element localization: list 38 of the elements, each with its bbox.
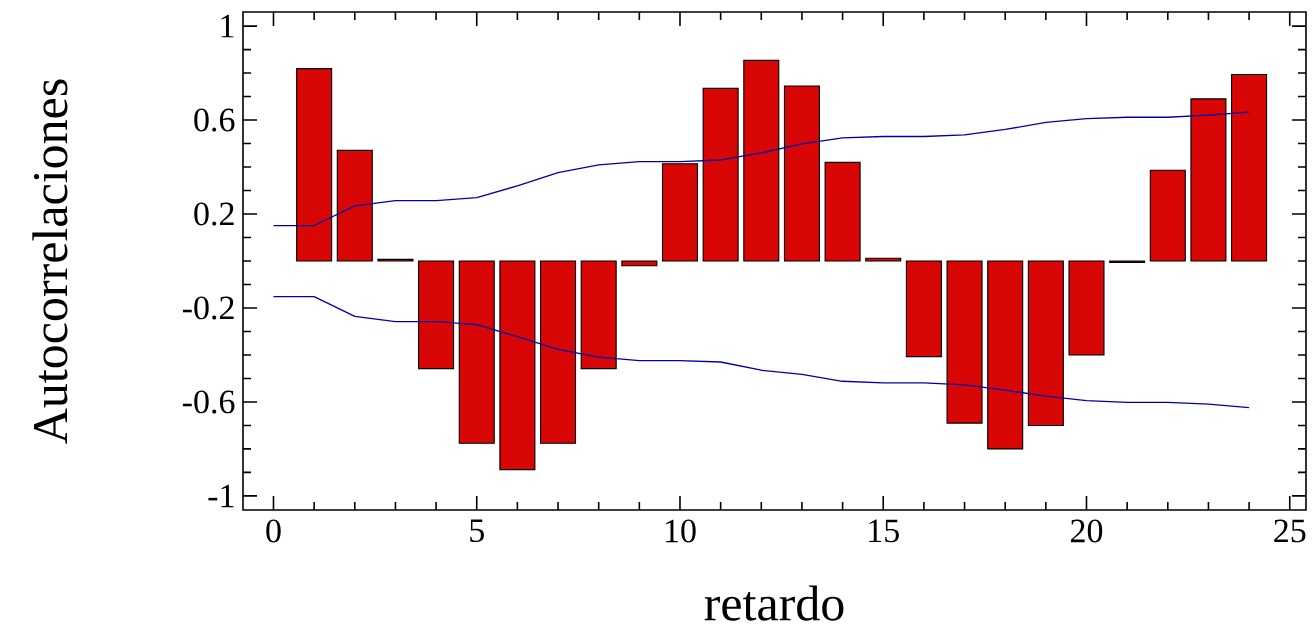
bar bbox=[987, 260, 1024, 450]
x-tick-label: 0 bbox=[266, 519, 281, 543]
bar bbox=[824, 161, 861, 262]
bar bbox=[783, 85, 820, 262]
y-tick-label: 0.2 bbox=[194, 202, 234, 226]
bar bbox=[743, 59, 780, 262]
bar bbox=[1027, 260, 1064, 426]
bar bbox=[661, 163, 699, 262]
bar bbox=[296, 68, 333, 262]
y-tick-label: -0.6 bbox=[182, 390, 235, 414]
bar bbox=[702, 87, 739, 262]
bar bbox=[1231, 73, 1268, 262]
y-tick-label: 1 bbox=[221, 14, 234, 38]
y-axis-title: Autocorrelaciones bbox=[32, 79, 68, 444]
bar bbox=[499, 260, 536, 471]
line-series bbox=[272, 296, 1250, 409]
bar bbox=[621, 260, 658, 267]
bar bbox=[336, 149, 373, 262]
y-tick-label: 0.6 bbox=[194, 108, 235, 132]
bar bbox=[946, 260, 983, 424]
x-tick-label: 20 bbox=[1070, 519, 1103, 543]
x-tick-label: 25 bbox=[1274, 519, 1306, 543]
bar bbox=[1149, 169, 1186, 262]
y-tick-label: -0.2 bbox=[182, 296, 234, 320]
bar bbox=[458, 260, 495, 444]
x-tick-label: 10 bbox=[665, 519, 696, 543]
y-tick-label: -1 bbox=[208, 484, 234, 508]
bar bbox=[540, 260, 577, 444]
bar bbox=[865, 257, 902, 262]
bar bbox=[1190, 98, 1227, 262]
bar bbox=[418, 260, 455, 370]
bar bbox=[1068, 260, 1105, 356]
x-axis-title: retardo bbox=[704, 585, 844, 621]
x-tick-label: 15 bbox=[869, 519, 899, 543]
bar bbox=[580, 260, 617, 370]
x-tick-label: 5 bbox=[470, 519, 484, 543]
bar bbox=[905, 260, 942, 358]
line-series bbox=[272, 111, 1250, 227]
